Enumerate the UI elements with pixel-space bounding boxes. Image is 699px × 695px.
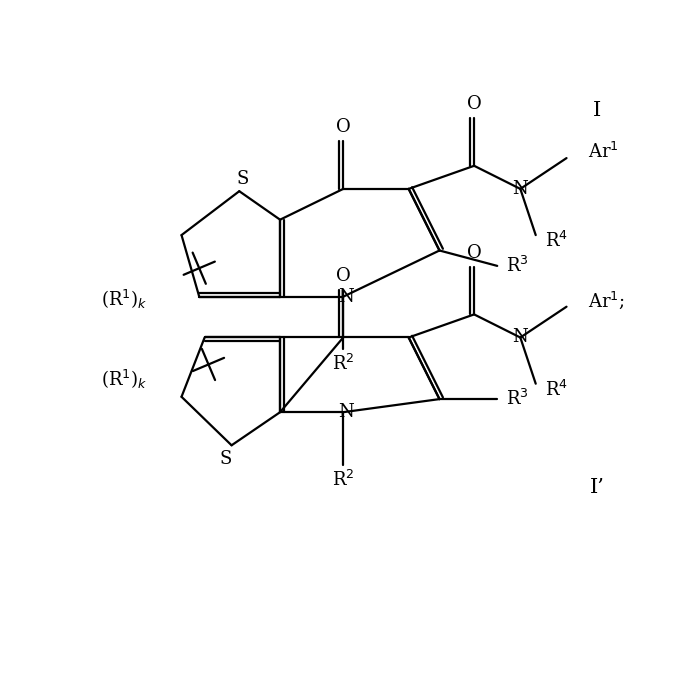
Text: N: N [512, 329, 528, 347]
Text: (R$^1$)$_k$: (R$^1$)$_k$ [101, 288, 147, 311]
Text: O: O [467, 244, 482, 262]
Text: R$^4$: R$^4$ [545, 231, 568, 252]
Text: N: N [512, 180, 528, 198]
Text: I: I [593, 101, 601, 120]
Text: O: O [467, 95, 482, 113]
Text: N: N [338, 403, 354, 421]
Text: O: O [336, 267, 351, 285]
Text: R$^3$: R$^3$ [507, 256, 529, 276]
Text: R$^2$: R$^2$ [332, 354, 354, 375]
Text: Ar$^1$;: Ar$^1$; [588, 290, 625, 311]
Text: R$^4$: R$^4$ [545, 379, 568, 400]
Text: I’: I’ [590, 478, 605, 497]
Text: Ar$^1$: Ar$^1$ [588, 142, 619, 162]
Text: R$^3$: R$^3$ [507, 389, 529, 409]
Text: O: O [336, 118, 351, 136]
Text: R$^2$: R$^2$ [332, 470, 354, 490]
Text: S: S [219, 450, 231, 468]
Text: (R$^1$)$_k$: (R$^1$)$_k$ [101, 368, 147, 391]
Text: N: N [338, 288, 354, 306]
Text: S: S [237, 170, 250, 188]
